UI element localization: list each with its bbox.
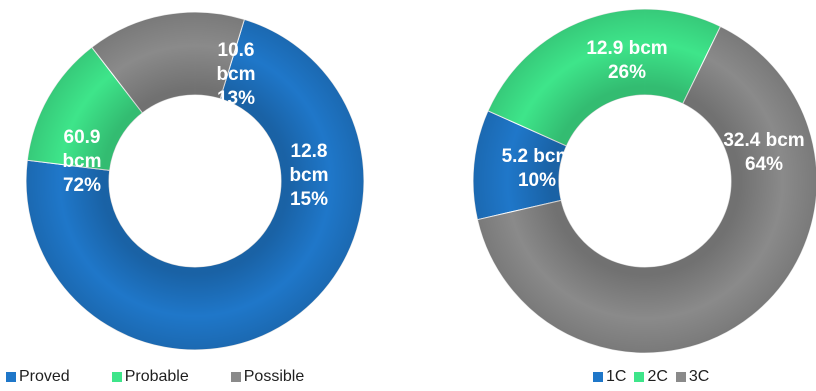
legend-label: 3C [688, 368, 710, 385]
reserves-donut-chart: 60.9 bcm 72% 10.6 bcm 13% 12.8 bcm 15% [25, 11, 365, 351]
resources-legend: 1C 2C 3C [593, 366, 717, 388]
legend-label: 1C [606, 368, 627, 385]
reserves-legend: Proved Probable Possible [6, 366, 346, 388]
data-label-1c: 5.2 bcm 10% [502, 146, 573, 191]
resources-donut-chart: 5.2 bcm 10% 12.9 bcm 26% 32.4 bcm 64% [472, 8, 816, 354]
legend-label: Possible [243, 368, 305, 385]
legend-item-3c: 3C [675, 368, 710, 386]
legend-label: Proved [19, 368, 70, 385]
legend-swatch-icon [634, 372, 645, 382]
legend-label: 2C [647, 368, 668, 385]
legend-swatch-icon [675, 372, 686, 382]
data-label-possible: 12.8 bcm 15% [289, 141, 328, 210]
data-label-2c: 12.9 bcm 26% [586, 38, 667, 83]
legend-swatch-icon [111, 372, 122, 382]
legend-item-proved: Proved [6, 368, 70, 386]
legend-item-possible: Possible [230, 368, 305, 386]
legend-swatch-icon [593, 372, 603, 382]
data-label-proved: 60.9 bcm 72% [62, 127, 101, 196]
legend-item-1c: 1C [593, 368, 626, 386]
legend-item-2c: 2C [634, 368, 668, 386]
data-label-probable: 10.6 bcm 13% [216, 40, 255, 109]
legend-label: Probable [124, 368, 189, 385]
legend-swatch-icon [6, 372, 16, 382]
legend-item-probable: Probable [111, 368, 189, 386]
data-label-3c: 32.4 bcm 64% [723, 130, 804, 175]
legend-swatch-icon [230, 372, 241, 382]
slice-2c [487, 8, 722, 147]
